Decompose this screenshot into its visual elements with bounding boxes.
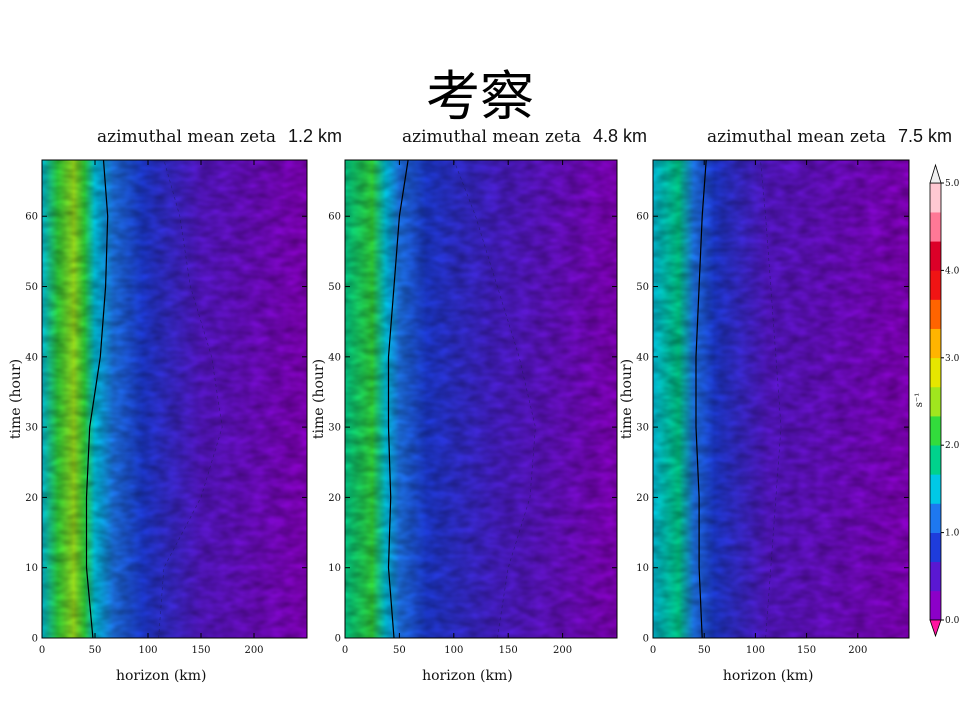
colorbar-tick-label: 2.0 [945,441,960,451]
contour-core-edge [85,159,109,639]
contour-ring-edge [453,159,536,639]
colorbar: 0.0 1.0 2.0 3.0 4.0 5.0 s⁻¹ [914,163,960,638]
colorbar-band [930,357,941,388]
y-axis-label: time (hour) [8,359,24,439]
heatmap-texture [653,160,909,638]
x-axis-label: horizon (km) [116,668,207,684]
heatmap-panel-3: 0 50 100 150 200 0 10 20 30 40 50 60 horizon (km) tim… [619,159,910,684]
colorbar-band [930,590,941,621]
colorbar-band [930,532,941,563]
heatmap-texture [42,160,307,638]
y-tick-label: 30 [328,423,341,434]
y-tick-label: 30 [636,423,649,434]
colorbar-tick-label: 4.0 [945,266,960,276]
colorbar-unit: s⁻¹ [914,393,925,407]
y-axis-label: time (hour) [311,359,327,439]
panel-title-1: azimuthal mean zeta 1.2 km [97,126,342,147]
colorbar-band [930,299,941,329]
colorbar-band [930,212,941,242]
x-tick-label: 150 [797,645,816,656]
colorbar-over-arrow [929,163,942,184]
colorbar-band [930,561,941,592]
heatmap-texture [345,160,617,638]
colorbar-band [930,328,941,359]
plot-frame [41,159,308,639]
panel-height-2: 4.8 km [593,126,648,146]
y-tick-label: 50 [25,282,38,293]
plot-frame [652,159,910,639]
colorbar-tick-label: 3.0 [945,354,960,364]
x-tick-label: 50 [698,645,711,656]
y-tick-label: 20 [25,493,38,504]
panel-title-1-text: azimuthal mean zeta [97,127,277,147]
y-tick-label: 0 [335,634,341,645]
y-tick-label: 40 [25,352,38,363]
panel-height-3: 7.5 km [898,126,953,146]
colorbar-tick-label: 5.0 [945,179,960,189]
x-tick-label: 0 [342,645,348,656]
heatmap-panel-1: 0 50 100 150 200 0 10 20 30 40 50 60 horizon (km) tim… [8,159,308,684]
x-tick-label: 50 [393,645,406,656]
x-tick-label: 150 [191,645,210,656]
contour-core-edge [387,159,409,639]
y-tick-label: 50 [328,282,341,293]
y-axis-label: time (hour) [619,359,635,439]
x-tick-label: 100 [444,645,463,656]
x-tick-label: 0 [650,645,656,656]
y-tick-label: 10 [636,563,649,574]
y-tick-label: 10 [25,563,38,574]
contour-core-edge [695,159,707,639]
x-axis-label: horizon (km) [723,668,814,684]
slide-title: 考察 [426,65,534,128]
x-tick-label: 200 [244,645,263,656]
x-tick-label: 150 [499,645,518,656]
y-tick-label: 40 [328,352,341,363]
colorbar-band [930,416,941,446]
y-tick-label: 30 [25,423,38,434]
x-tick-label: 0 [39,645,45,656]
x-tick-label: 200 [553,645,572,656]
colorbar-band [930,386,941,417]
y-tick-label: 60 [25,212,38,223]
colorbar-band [930,241,941,271]
x-tick-label: 100 [138,645,157,656]
y-tick-label: 0 [32,634,38,645]
panel-title-2-text: azimuthal mean zeta [402,127,582,147]
panel-height-1: 1.2 km [288,126,343,146]
y-tick-label: 0 [643,634,649,645]
contour-ring-edge [158,159,223,639]
panel-title-2: azimuthal mean zeta 4.8 km [402,126,647,147]
y-tick-label: 20 [328,493,341,504]
panel-title-3: azimuthal mean zeta 7.5 km [707,126,952,147]
y-tick-label: 50 [636,282,649,293]
x-tick-label: 50 [89,645,102,656]
y-tick-label: 20 [636,493,649,504]
colorbar-band [930,445,941,475]
plot-frame [344,159,618,639]
x-tick-label: 100 [746,645,765,656]
colorbar-tick-label: 1.0 [945,529,960,539]
colorbar-band [930,270,941,300]
y-tick-label: 10 [328,563,341,574]
colorbar-band [930,503,941,533]
heatmap-panel-2: 0 50 100 150 200 0 10 20 30 40 50 60 horizon (km) tim… [311,159,618,684]
colorbar-under-arrow [929,619,942,638]
contour-ring-edge [760,159,782,639]
colorbar-band [930,183,941,213]
y-tick-label: 60 [636,212,649,223]
x-tick-label: 200 [848,645,867,656]
panel-title-3-text: azimuthal mean zeta [707,127,887,147]
x-axis-label: horizon (km) [422,668,513,684]
colorbar-tick-label: 0.0 [945,616,960,626]
y-tick-label: 40 [636,352,649,363]
y-tick-label: 60 [328,212,341,223]
colorbar-band [930,474,941,504]
